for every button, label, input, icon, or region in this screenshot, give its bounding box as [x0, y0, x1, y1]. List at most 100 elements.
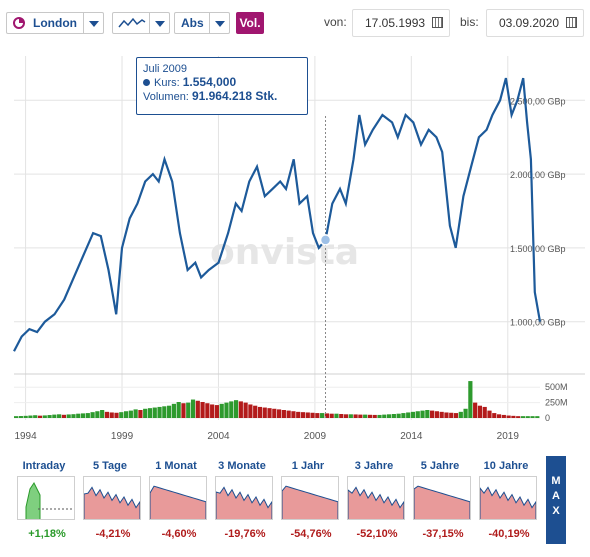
- vol-bar: [300, 412, 306, 418]
- vol-bar: [214, 405, 220, 418]
- vol-bar: [109, 412, 114, 418]
- vol-bar: [482, 406, 487, 418]
- vol-bar: [444, 412, 449, 418]
- vol-tick-label: 0: [545, 413, 550, 423]
- vol-bar: [430, 410, 435, 418]
- vol-bar: [530, 416, 535, 418]
- bullet-icon: [143, 79, 150, 86]
- price-line: [13, 77, 542, 352]
- vol-bar: [147, 408, 153, 418]
- period-sparkline: [150, 485, 206, 519]
- period-thumbnail: [413, 476, 471, 520]
- vol-bar: [386, 414, 392, 418]
- vol-bar: [262, 407, 267, 418]
- volume-toggle[interactable]: Vol.: [236, 12, 264, 34]
- y-tick-label: 2.000,00 GBp: [510, 170, 566, 180]
- vol-bar: [296, 411, 301, 418]
- vol-bar: [248, 404, 253, 418]
- calendar-icon[interactable]: [432, 17, 443, 28]
- max-label: MAX: [551, 475, 561, 517]
- vol-bar: [57, 414, 62, 418]
- vol-bar: [277, 409, 282, 418]
- vol-bar: [410, 411, 416, 418]
- period-thumbnail: [281, 476, 339, 520]
- vol-bar: [339, 414, 344, 418]
- vol-bar: [100, 410, 105, 418]
- vol-bar: [453, 413, 459, 418]
- period-sparkline: [282, 485, 338, 519]
- vol-bar: [320, 413, 325, 418]
- period-sparkline: [216, 486, 272, 519]
- vol-bar: [243, 402, 248, 418]
- scale-select[interactable]: Abs: [174, 12, 230, 34]
- vol-bar: [353, 414, 358, 418]
- max-button[interactable]: MAX: [546, 456, 566, 544]
- period-change: -19,76%: [224, 528, 266, 540]
- vol-bar: [511, 415, 516, 418]
- to-date-field[interactable]: 03.09.2020: [486, 9, 584, 37]
- period-change: +1,18%: [28, 528, 66, 540]
- vol-bar: [71, 414, 76, 418]
- vol-bar: [473, 402, 478, 418]
- vol-bar: [66, 414, 71, 418]
- from-date-field[interactable]: 17.05.1993: [352, 9, 450, 37]
- vol-bar: [391, 414, 396, 418]
- vol-bar: [224, 402, 229, 418]
- period-change: -52,10%: [356, 528, 398, 540]
- period-change: -4,60%: [161, 528, 197, 540]
- vol-bar: [162, 406, 167, 418]
- period-tab-label: 10 Jahre: [483, 460, 529, 472]
- vol-bar: [382, 414, 387, 418]
- chart-toolbar: London Abs Vol. von: 17.05.1993 bis: 03.…: [0, 0, 590, 46]
- vol-bar: [348, 414, 353, 418]
- vol-bar: [238, 401, 243, 418]
- from-date-value: 17.05.1993: [365, 16, 426, 30]
- period-sparkline: [348, 486, 404, 519]
- vol-bar: [487, 410, 492, 418]
- vol-bar: [37, 415, 43, 418]
- vol-bar: [286, 410, 291, 418]
- to-label: bis:: [460, 15, 479, 29]
- vol-bar: [195, 400, 200, 418]
- vol-bar: [33, 415, 38, 418]
- price-chart[interactable]: onvista 1.000,00 GBp 1.500,00 GBp 2.000,00…: [0, 46, 590, 446]
- vol-bar: [14, 416, 19, 418]
- vol-bar: [272, 408, 277, 418]
- tooltip-date: Juli 2009: [143, 63, 188, 75]
- vol-bar: [61, 414, 66, 418]
- vol-bar: [525, 416, 530, 418]
- period-sparkline: [84, 486, 140, 519]
- vol-bar: [76, 413, 81, 418]
- highlight-point: [319, 234, 332, 246]
- vol-bar: [492, 413, 497, 418]
- vol-bar: [520, 416, 526, 418]
- vol-bar: [281, 410, 286, 418]
- vol-bar: [205, 403, 210, 418]
- x-tick-label: 2014: [400, 431, 423, 442]
- vol-bar: [133, 409, 138, 418]
- vol-bar: [114, 412, 119, 418]
- vol-bar: [501, 414, 506, 418]
- chart-type-select[interactable]: [112, 12, 170, 34]
- vol-bar: [85, 413, 90, 418]
- vol-bar: [343, 414, 349, 418]
- vol-bar: [324, 413, 329, 418]
- exchange-select[interactable]: London: [6, 12, 104, 34]
- vol-bar: [23, 415, 28, 418]
- vol-bar: [104, 411, 110, 418]
- vol-bar: [138, 410, 143, 418]
- vol-bar: [415, 411, 420, 418]
- to-date-value: 03.09.2020: [499, 16, 560, 30]
- calendar-icon[interactable]: [566, 17, 577, 28]
- vol-bar: [181, 403, 186, 418]
- x-tick-label: 2019: [497, 431, 520, 442]
- vol-bar: [267, 408, 272, 418]
- vol-bar: [253, 405, 258, 418]
- vol-bar: [458, 411, 463, 418]
- vol-bar: [372, 414, 377, 418]
- vol-tick-label: 500M: [545, 382, 568, 392]
- period-thumbnail: [215, 476, 273, 520]
- vol-bar: [291, 411, 296, 418]
- period-sparkline: [414, 485, 470, 519]
- vol-bar: [128, 410, 133, 418]
